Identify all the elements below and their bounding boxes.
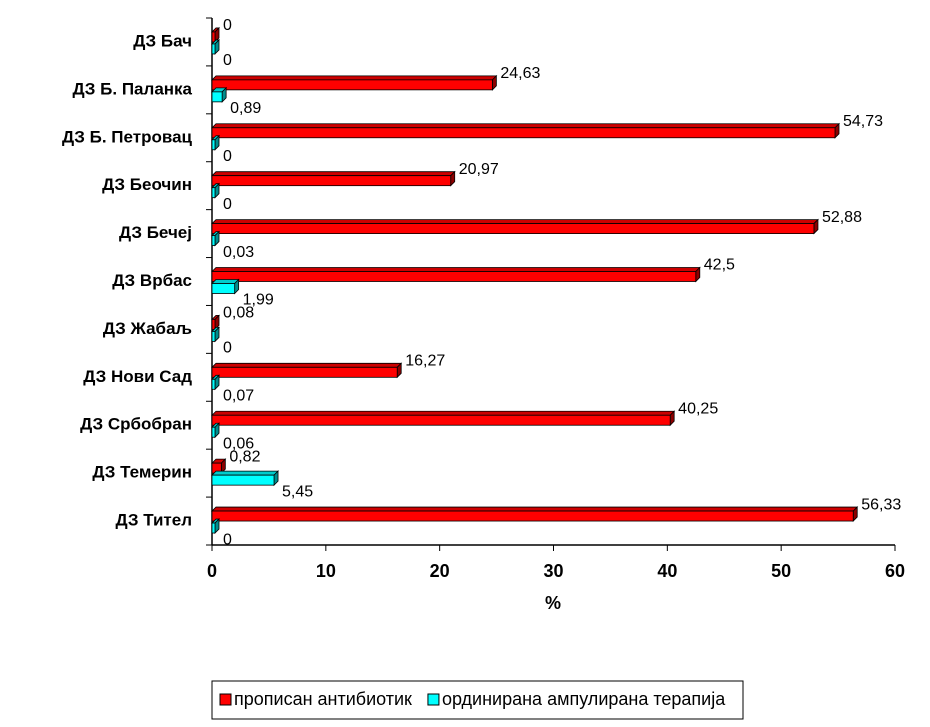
y-tick-label: ДЗ Беочин <box>102 175 192 194</box>
bar-depth-top <box>211 219 819 224</box>
bar-depth-top <box>211 410 676 416</box>
value-label: 56,33 <box>861 496 901 513</box>
y-tick-label: ДЗ Бечеј <box>119 223 192 242</box>
value-label: 0 <box>223 340 232 357</box>
bar <box>211 366 398 378</box>
bar <box>211 127 836 139</box>
y-tick-label: ДЗ Темерин <box>92 463 192 482</box>
x-tick-label: 10 <box>316 561 336 581</box>
bar <box>211 522 216 534</box>
x-tick-label: 40 <box>657 561 677 581</box>
value-label: 16,27 <box>405 353 445 370</box>
legend-swatch <box>219 693 232 706</box>
y-tick-label: ДЗ Б. Паланка <box>72 79 192 98</box>
x-tick-label: 60 <box>885 561 905 581</box>
value-label: 0 <box>223 196 232 213</box>
bar-depth-top <box>211 506 859 512</box>
bar-depth-top <box>211 267 701 272</box>
value-label: 54,73 <box>843 113 883 130</box>
bar <box>211 331 216 342</box>
bar <box>211 283 236 294</box>
x-tick-label: 20 <box>430 561 450 581</box>
bar <box>211 378 216 390</box>
bar-depth-top <box>211 362 403 368</box>
value-label: 0,82 <box>229 448 260 465</box>
value-label: 1,99 <box>243 292 274 309</box>
bar-depth-top <box>211 75 498 81</box>
bar <box>211 91 223 103</box>
bar-depth-top <box>211 470 280 476</box>
bar <box>211 426 216 438</box>
bar <box>211 510 854 522</box>
value-label: 5,45 <box>282 483 313 500</box>
value-label: 20,97 <box>459 161 499 178</box>
value-label: 24,63 <box>500 65 540 82</box>
bar <box>211 235 216 246</box>
bar <box>211 175 452 187</box>
y-tick-label: ДЗ Б. Петровац <box>62 127 193 146</box>
value-label: 52,88 <box>822 209 862 226</box>
bar <box>211 223 815 234</box>
y-tick-label: ДЗ Србобран <box>80 415 192 434</box>
value-label: 0 <box>223 148 232 165</box>
y-tick-label: ДЗ Врбас <box>112 271 192 290</box>
y-tick-label: ДЗ Тител <box>116 511 192 530</box>
y-tick-label: ДЗ Бач <box>133 31 192 50</box>
bar <box>211 414 671 426</box>
bar <box>211 139 216 151</box>
value-label: 40,25 <box>678 400 718 417</box>
legend-label: ординирана ампулирана терапија <box>442 689 726 709</box>
bar <box>211 319 216 330</box>
bar <box>211 31 216 43</box>
value-label: 0,89 <box>230 100 261 117</box>
value-label: 0 <box>223 52 232 69</box>
y-tick-label: ДЗ Жабаљ <box>103 319 192 338</box>
value-label: 0,08 <box>223 305 254 322</box>
x-axis-label: % <box>545 593 561 613</box>
bar <box>211 187 216 199</box>
value-label: 0,07 <box>223 388 254 405</box>
value-label: 0,03 <box>223 244 254 261</box>
value-label: 0,06 <box>223 435 254 452</box>
value-label: 0 <box>223 531 232 548</box>
x-tick-label: 0 <box>207 561 217 581</box>
legend <box>211 680 744 720</box>
value-label: 0 <box>223 17 232 34</box>
bar-depth-top <box>211 123 840 129</box>
x-tick-label: 30 <box>543 561 563 581</box>
legend-label: прописан антибиотик <box>234 689 412 709</box>
bar-depth-top <box>211 279 240 284</box>
x-tick-label: 50 <box>771 561 791 581</box>
bar <box>211 271 697 282</box>
legend-swatch <box>427 693 440 706</box>
bar <box>211 474 275 486</box>
y-tick-label: ДЗ Нови Сад <box>83 367 192 386</box>
value-label: 42,5 <box>704 257 735 274</box>
bar <box>211 43 216 55</box>
bar <box>211 79 493 91</box>
bar-depth-top <box>211 171 456 177</box>
